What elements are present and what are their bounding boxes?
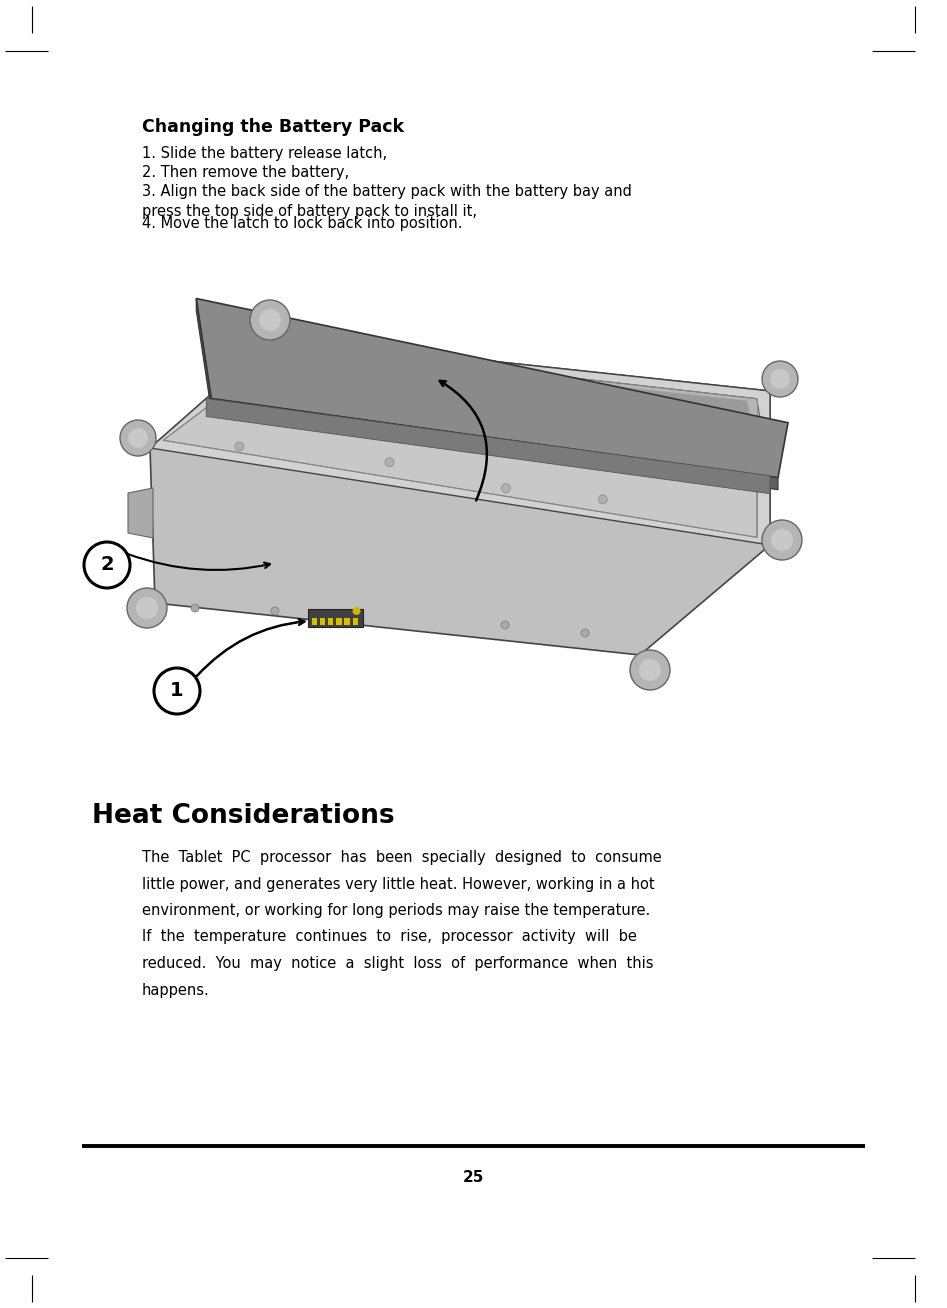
Text: 2. Then remove the battery,: 2. Then remove the battery, (142, 165, 349, 181)
Text: 1: 1 (170, 681, 184, 701)
Text: little power, and generates very little heat. However, working in a hot: little power, and generates very little … (142, 876, 654, 892)
Circle shape (154, 668, 200, 714)
Circle shape (120, 420, 156, 456)
Circle shape (84, 542, 130, 589)
Circle shape (770, 369, 790, 388)
Bar (308, 610, 363, 627)
Polygon shape (150, 337, 770, 655)
Polygon shape (206, 345, 770, 476)
Circle shape (385, 458, 394, 467)
Circle shape (271, 607, 279, 615)
Circle shape (136, 596, 158, 619)
Circle shape (597, 400, 605, 409)
Text: The  Tablet  PC  processor  has  been  specially  designed  to  consume: The Tablet PC processor has been special… (142, 850, 662, 865)
Polygon shape (163, 345, 757, 538)
Polygon shape (211, 399, 778, 489)
Bar (320, 617, 325, 625)
Circle shape (599, 494, 607, 504)
Circle shape (581, 629, 589, 637)
Bar (345, 617, 349, 625)
Circle shape (771, 528, 793, 551)
Bar (328, 617, 333, 625)
Text: 3. Align the back side of the battery pack with the battery bay and
press the to: 3. Align the back side of the battery pa… (142, 184, 632, 220)
Text: 4. Move the latch to lock back into position.: 4. Move the latch to lock back into posi… (142, 216, 462, 232)
Text: If  the  temperature  continues  to  rise,  processor  activity  will  be: If the temperature continues to rise, pr… (142, 930, 637, 944)
Circle shape (250, 300, 290, 340)
Circle shape (686, 417, 695, 426)
Circle shape (502, 484, 510, 493)
Bar (312, 617, 317, 625)
Circle shape (235, 442, 244, 451)
Polygon shape (196, 298, 788, 477)
Polygon shape (206, 399, 770, 493)
Text: happens.: happens. (142, 982, 209, 998)
Polygon shape (196, 298, 211, 411)
Circle shape (127, 589, 167, 628)
Circle shape (501, 621, 509, 629)
Text: 2: 2 (100, 556, 114, 574)
Bar (352, 617, 358, 625)
Circle shape (330, 358, 339, 368)
Polygon shape (128, 488, 153, 538)
Polygon shape (150, 337, 770, 545)
Polygon shape (211, 351, 765, 473)
Bar (336, 617, 342, 625)
Circle shape (639, 659, 661, 681)
Circle shape (465, 387, 474, 396)
Circle shape (191, 604, 199, 612)
Circle shape (259, 309, 281, 331)
Text: environment, or working for long periods may raise the temperature.: environment, or working for long periods… (142, 903, 651, 918)
Circle shape (128, 428, 148, 447)
Circle shape (352, 607, 361, 615)
Text: 1. Slide the battery release latch,: 1. Slide the battery release latch, (142, 146, 387, 161)
Circle shape (762, 521, 802, 560)
Circle shape (282, 400, 292, 409)
Text: reduced.  You  may  notice  a  slight  loss  of  performance  when  this: reduced. You may notice a slight loss of… (142, 956, 653, 971)
Text: Changing the Battery Pack: Changing the Battery Pack (142, 118, 404, 136)
Text: Heat Considerations: Heat Considerations (92, 803, 395, 829)
Text: 25: 25 (463, 1169, 484, 1185)
Circle shape (762, 361, 798, 398)
Circle shape (630, 650, 670, 691)
